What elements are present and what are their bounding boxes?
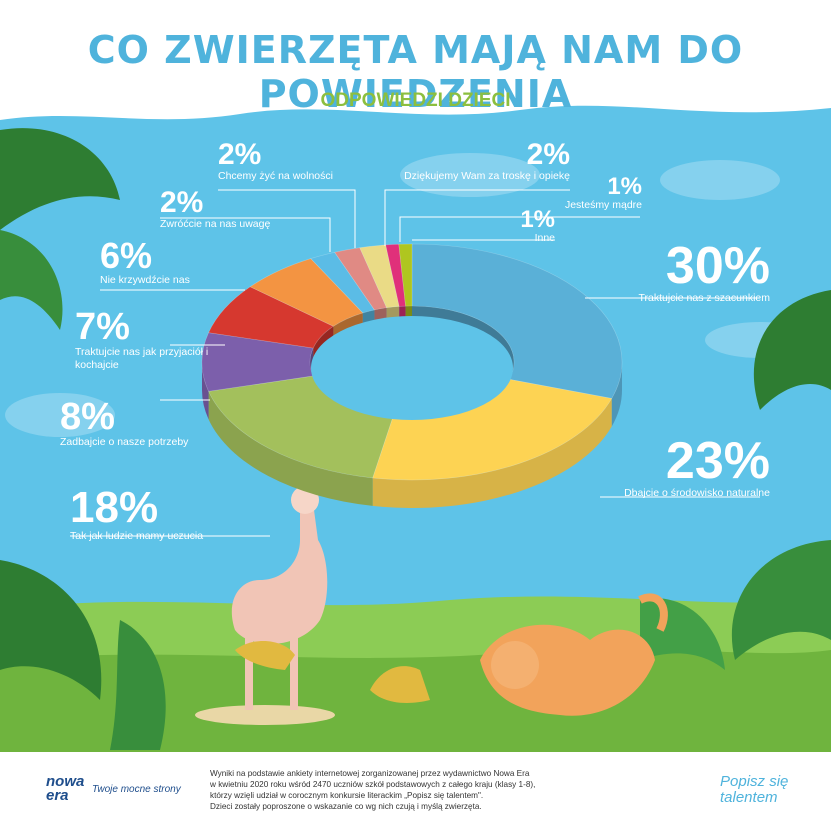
leader-lines — [70, 189, 760, 537]
slice-label: 1% Jesteśmy mądre — [480, 175, 642, 212]
slice-percent: 1% — [520, 206, 555, 233]
logo-line-2: talentem — [720, 788, 778, 806]
slice-label: 18% Tak jak ludzie mamy uczucia — [70, 486, 270, 543]
donut-sides — [202, 362, 622, 508]
slice-caption: Chcemy żyć na wolności — [218, 170, 333, 182]
slice-side-23% — [372, 398, 612, 508]
slice-label: 30% Traktujcie nas z szacunkiem — [600, 237, 771, 305]
palm-leaves — [0, 128, 831, 750]
slice-caption: Zadbajcie o nasze potrzeby — [60, 436, 189, 448]
slice-caption: Inne — [534, 232, 555, 244]
slice-percent: 2% — [526, 138, 570, 171]
survey-note: Wyniki na podstawie ankiety internetowej… — [210, 768, 540, 812]
slice-label: 2% Zwróćcie na nas uwagę — [160, 188, 330, 231]
slice-label: 2% Dziękujemy Wam za troskę i opiekę — [390, 140, 570, 183]
nowa-era-logo: nowa era — [46, 773, 85, 805]
leader-line — [160, 217, 331, 252]
slice-label: 7% Traktujcie nas jak przyjaciół i kochaj… — [75, 308, 215, 372]
leader-line — [399, 216, 640, 242]
slice-label: 1% Inne — [500, 208, 555, 245]
slice-caption: Nie krzywdźcie nas — [100, 274, 190, 286]
slice-7% — [208, 286, 335, 349]
slice-side-30% — [611, 362, 622, 427]
slice-8% — [201, 332, 314, 392]
slice-caption: Traktujcie nas jak przyjaciół i kochajci… — [75, 346, 209, 372]
slice-percent: 1% — [607, 173, 642, 200]
slice-percent: 8% — [60, 396, 115, 438]
leader-line — [218, 189, 356, 248]
slice-30% — [411, 243, 623, 399]
slice-1% — [398, 243, 413, 307]
donut-hole — [311, 316, 513, 420]
slice-percent: 30% — [665, 237, 770, 295]
brand-line-2: era — [46, 787, 69, 805]
slice-2% — [359, 244, 400, 309]
footer — [0, 752, 831, 831]
slice-caption: Traktujcie nas z szacunkiem — [638, 292, 771, 304]
slice-1% — [385, 243, 406, 307]
survey-note-line: którzy wzięli udział w corocznym konkurs… — [210, 791, 484, 801]
brand-line-1: nowa — [46, 773, 85, 790]
slice-percent: 7% — [75, 306, 130, 348]
survey-note-line: Wyniki na podstawie ankiety internetowej… — [210, 769, 530, 778]
slice-caption: Tak jak ludzie mamy uczucia — [70, 530, 204, 542]
slice-caption: Zwróćcie na nas uwagę — [160, 218, 271, 230]
slice-percent: 18% — [70, 483, 159, 532]
slice-caption: Dbajcie o środowisko naturalne — [624, 487, 770, 499]
horn-illustration — [235, 640, 430, 703]
logo-line-1: Popisz się — [720, 773, 789, 790]
slice-caption: Jesteśmy mądre — [564, 199, 642, 211]
page-title: CO ZWIERZĘTA MAJĄ NAM DO POWIEDZENIA — [87, 28, 744, 116]
slice-2% — [310, 251, 375, 314]
slice-label: 8% Zadbajcie o nasze potrzeby — [60, 398, 200, 449]
slice-side-8% — [202, 362, 209, 420]
slice-percent: 6% — [100, 235, 153, 276]
slice-percent: 23% — [665, 432, 770, 490]
leader-line — [384, 189, 570, 246]
slice-label: 23% Dbajcie o środowisko naturalne — [600, 435, 770, 500]
slice-label: 6% Nie krzywdźcie nas — [100, 238, 240, 287]
survey-note-line: w kwietniu 2020 roku wśród 2470 uczniów … — [210, 780, 536, 790]
popisz-sie-talentem-logo: Popisz się talentem — [720, 774, 788, 806]
slice-percent: 2% — [160, 186, 204, 219]
slice-caption: Dziękujemy Wam za troskę i opiekę — [404, 170, 570, 182]
donut-top — [201, 243, 623, 481]
brand-slogan: Twoje mocne strony — [92, 784, 181, 795]
slice-percent: 2% — [218, 138, 262, 171]
survey-note-line: Dzieci zostały poproszone o wskazanie co… — [210, 802, 482, 812]
page-subtitle: ODPOWIEDZI DZIECI — [320, 90, 511, 111]
slice-side-18% — [208, 391, 373, 506]
slice-label: 2% Chcemy żyć na wolności — [218, 140, 358, 183]
cat-illustration — [480, 593, 668, 716]
